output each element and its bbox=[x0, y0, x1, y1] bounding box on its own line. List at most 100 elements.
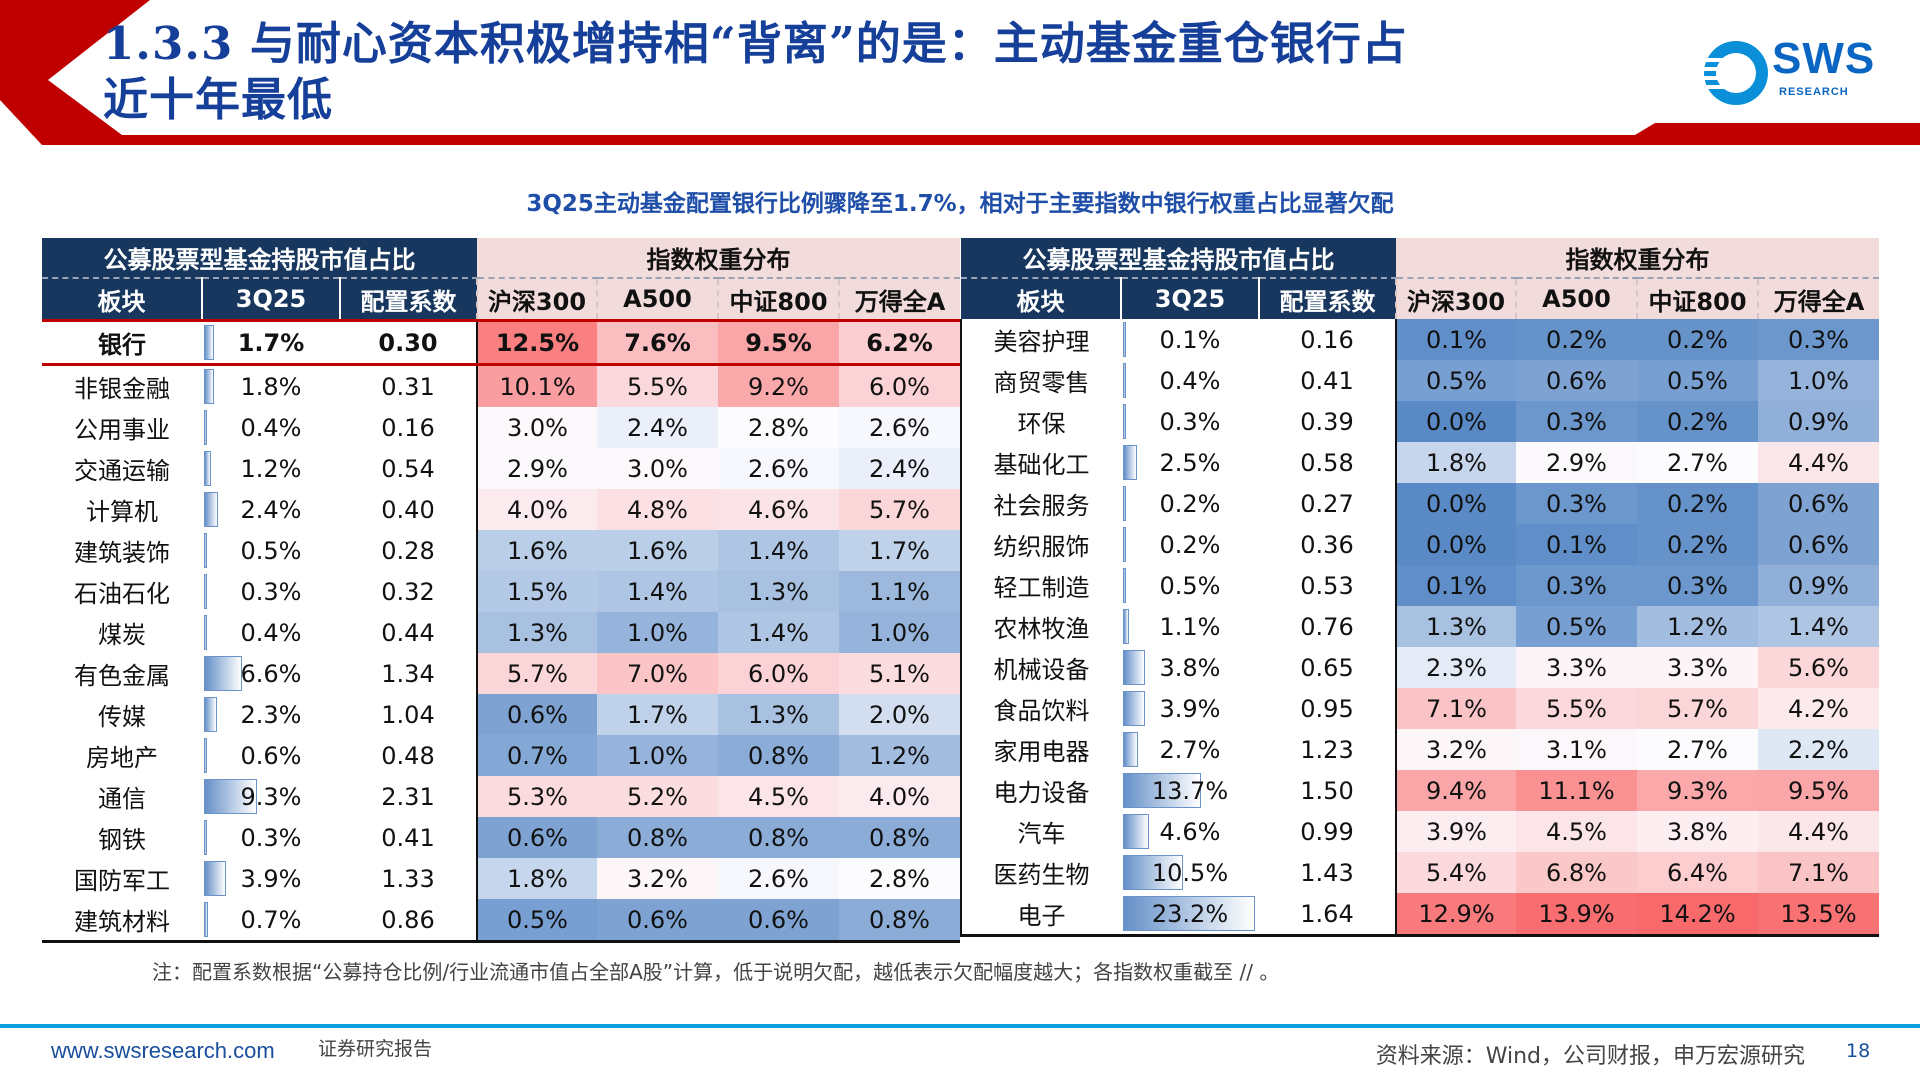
data-bar bbox=[1123, 814, 1150, 849]
holding-share-value: 2.7% bbox=[1159, 735, 1221, 764]
holding-share-cell: 1.8% bbox=[202, 365, 340, 408]
sector-name: 电子 bbox=[960, 893, 1121, 937]
index-weight-cell: 2.6% bbox=[718, 448, 839, 489]
data-bar bbox=[1123, 445, 1138, 480]
index-weight-cell: 0.0% bbox=[1395, 524, 1516, 565]
table-row: 机械设备 3.8% 0.65 2.3% 3.3% 3.3% 5.6% bbox=[960, 647, 1879, 688]
index-weight-cell: 0.7% bbox=[476, 735, 597, 776]
index-weight-cell: 5.7% bbox=[839, 489, 960, 530]
index-weight-cell: 9.3% bbox=[1637, 770, 1758, 811]
holding-share-cell: 9.3% bbox=[202, 776, 340, 817]
data-bar bbox=[204, 779, 257, 814]
table-row: 公用事业 0.4% 0.16 3.0% 2.4% 2.8% 2.6% bbox=[42, 407, 960, 448]
index-weight-cell: 1.0% bbox=[597, 612, 718, 653]
column-header: 万得全A bbox=[1757, 277, 1879, 319]
holding-share-value: 1.2% bbox=[240, 454, 302, 483]
column-header: 中证800 bbox=[717, 277, 839, 321]
holding-share-cell: 10.5% bbox=[1121, 852, 1259, 893]
index-weight-cell: 12.5% bbox=[476, 319, 597, 366]
data-bar bbox=[1123, 896, 1255, 931]
allocation-coefficient: 0.16 bbox=[1300, 325, 1354, 354]
table-row: 建筑材料 0.7% 0.86 0.5% 0.6% 0.6% 0.8% bbox=[42, 899, 960, 943]
index-weight-cell: 2.2% bbox=[1758, 729, 1879, 770]
allocation-coefficient: 1.33 bbox=[381, 864, 435, 893]
group-header-index: 指数权重分布 bbox=[477, 238, 960, 278]
data-bar bbox=[1123, 773, 1201, 808]
sector-name: 轻工制造 bbox=[960, 565, 1121, 606]
sector-name: 家用电器 bbox=[960, 729, 1121, 770]
table-subtitle: 3Q25主动基金配置银行比例骤降至1.7%，相对于主要指数中银行权重占比显著欠配 bbox=[526, 191, 1394, 217]
sector-name: 银行 bbox=[42, 319, 202, 366]
index-weight-cell: 1.2% bbox=[839, 735, 960, 776]
index-weight-cell: 2.6% bbox=[718, 858, 839, 899]
holding-share-value: 1.1% bbox=[1159, 612, 1221, 641]
index-weight-cell: 1.0% bbox=[597, 735, 718, 776]
holding-share-cell: 1.2% bbox=[202, 448, 340, 489]
index-weight-cell: 1.4% bbox=[1758, 606, 1879, 647]
index-weight-cell: 10.1% bbox=[476, 364, 597, 407]
sector-name: 煤炭 bbox=[98, 621, 146, 649]
table-row: 钢铁 0.3% 0.41 0.6% 0.8% 0.8% 0.8% bbox=[42, 817, 960, 858]
holding-share-value: 0.5% bbox=[240, 536, 302, 565]
index-weight-cell: 5.5% bbox=[597, 364, 718, 407]
sector-table-left: 公募股票型基金持股市值占比 指数权重分布 板块 3Q25 配置系数 沪深300 A500 中证… bbox=[42, 238, 960, 943]
holding-share-cell: 0.3% bbox=[1121, 401, 1259, 442]
index-weight-cell: 3.3% bbox=[1637, 647, 1758, 688]
column-header: 配置系数 bbox=[339, 277, 477, 321]
data-bar bbox=[204, 902, 208, 937]
allocation-coefficient: 1.34 bbox=[381, 659, 435, 688]
table-row: 汽车 4.6% 0.99 3.9% 4.5% 3.8% 4.4% bbox=[960, 811, 1879, 852]
index-weight-cell: 2.4% bbox=[839, 448, 960, 489]
index-weight-cell: 3.2% bbox=[1395, 729, 1516, 770]
holding-share-value: 1.8% bbox=[240, 372, 302, 401]
index-weight-cell: 9.5% bbox=[1758, 770, 1879, 811]
holding-share-value: 0.2% bbox=[1159, 530, 1221, 559]
holding-share-cell: 0.3% bbox=[202, 817, 340, 858]
table-row: 基础化工 2.5% 0.58 1.8% 2.9% 2.7% 4.4% bbox=[960, 442, 1879, 483]
holding-share-cell: 2.4% bbox=[202, 489, 340, 530]
index-weight-cell: 7.6% bbox=[597, 319, 718, 366]
index-weight-cell: 3.1% bbox=[1516, 729, 1637, 770]
group-header-index: 指数权重分布 bbox=[1396, 238, 1879, 278]
holding-share-cell: 0.5% bbox=[1121, 565, 1259, 606]
index-weight-cell: 1.3% bbox=[476, 612, 597, 653]
website-link[interactable]: www.swsresearch.com bbox=[51, 1038, 275, 1063]
holding-share-value: 0.7% bbox=[240, 905, 302, 934]
sector-name: 汽车 bbox=[960, 811, 1121, 852]
data-bar bbox=[1123, 322, 1126, 357]
holding-share-cell: 0.7% bbox=[202, 899, 340, 943]
table-row: 通信 9.3% 2.31 5.3% 5.2% 4.5% 4.0% bbox=[42, 776, 960, 817]
table-row: 交通运输 1.2% 0.54 2.9% 3.0% 2.6% 2.4% bbox=[42, 448, 960, 489]
index-weight-cell: 4.8% bbox=[597, 489, 718, 530]
index-weight-cell: 5.1% bbox=[839, 653, 960, 694]
sector-name: 非银金融 bbox=[74, 375, 170, 403]
index-weight-cell: 0.6% bbox=[718, 899, 839, 943]
index-weight-cell: 7.1% bbox=[1395, 688, 1516, 729]
allocation-coefficient: 1.43 bbox=[1300, 858, 1354, 887]
holding-share-cell: 4.6% bbox=[1121, 811, 1259, 852]
holding-share-cell: 2.5% bbox=[1121, 442, 1259, 483]
index-weight-cell: 2.7% bbox=[1637, 442, 1758, 483]
index-weight-cell: 6.4% bbox=[1637, 852, 1758, 893]
index-weight-cell: 2.3% bbox=[1395, 647, 1516, 688]
holding-share-value: 4.6% bbox=[1159, 817, 1221, 846]
index-weight-cell: 3.3% bbox=[1516, 647, 1637, 688]
logo-subtext: RESEARCH bbox=[1779, 86, 1849, 98]
index-weight-cell: 4.0% bbox=[476, 489, 597, 530]
data-bar bbox=[1123, 568, 1126, 603]
holding-share-cell: 2.3% bbox=[202, 694, 340, 735]
allocation-coefficient: 1.04 bbox=[381, 700, 435, 729]
index-weight-cell: 5.7% bbox=[1637, 688, 1758, 729]
sector-name: 商贸零售 bbox=[960, 360, 1121, 401]
column-header: A500 bbox=[596, 277, 718, 321]
index-weight-cell: 0.3% bbox=[1516, 401, 1637, 442]
holding-share-value: 3.9% bbox=[1159, 694, 1221, 723]
index-weight-cell: 13.9% bbox=[1516, 893, 1637, 937]
index-weight-cell: 1.2% bbox=[1637, 606, 1758, 647]
allocation-coefficient: 0.32 bbox=[381, 577, 435, 606]
allocation-coefficient: 0.39 bbox=[1300, 407, 1354, 436]
index-weight-cell: 0.6% bbox=[1516, 360, 1637, 401]
sector-name: 有色金属 bbox=[74, 662, 170, 690]
allocation-coefficient: 0.95 bbox=[1300, 694, 1354, 723]
index-weight-cell: 6.0% bbox=[839, 364, 960, 407]
